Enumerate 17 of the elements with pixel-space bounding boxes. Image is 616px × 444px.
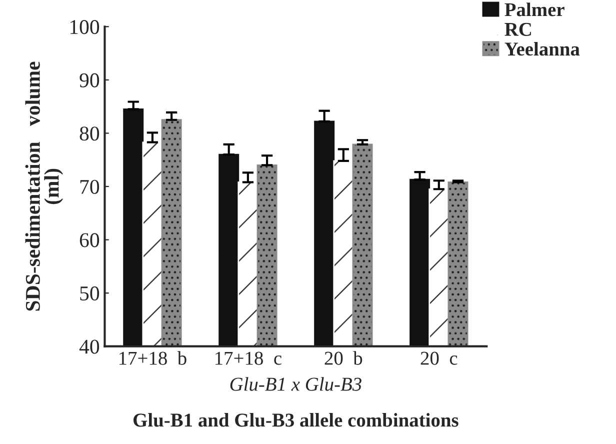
y-tick-label: 50 [80,286,100,300]
y-tick-label: 80 [80,126,100,141]
x-tick-label: 17+18 b [120,351,186,365]
y-tick-label: 100 [70,20,100,34]
x-axis-title: Glu-B1 x Glu-B3 [230,377,362,391]
x-tick-label: 20 b [324,351,362,365]
y-tick-label: 60 [80,233,100,248]
legend-label: RC [504,22,531,36]
y-tick-label: 70 [80,180,100,194]
legend-label: Yeelanna [504,42,580,56]
text: Glu-B1 and Glu-B3 allele combinations [133,413,458,427]
y-tick-label: 90 [80,73,100,88]
y-tick-label: 40 [79,340,100,354]
legend-label: Palmer [504,2,564,16]
x-tick-label: 20 c [420,352,458,365]
x-tick-label: 17+18 c [216,352,282,365]
y-axis-title: SDS-sedimentation volume (ml) [25,62,64,311]
